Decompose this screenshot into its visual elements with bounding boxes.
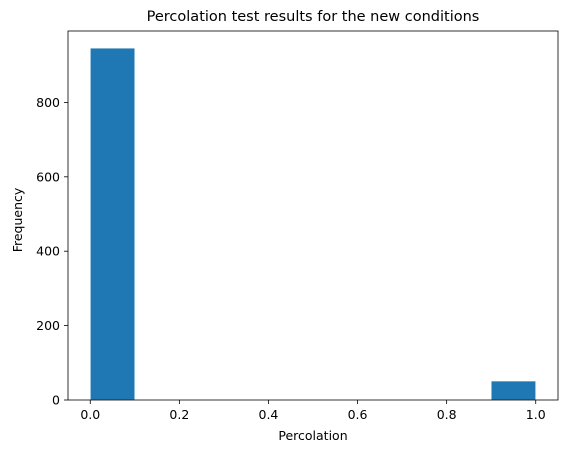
x-tick-label: 0.0 <box>80 407 100 422</box>
axes-frame <box>67 30 559 401</box>
chart-title: Percolation test results for the new con… <box>147 9 480 25</box>
y-axis-label: Frequency <box>10 187 25 252</box>
x-tick-label: 0.2 <box>169 407 189 422</box>
x-axis: 0.0 0.2 0.4 0.6 0.8 1.0 <box>80 400 546 422</box>
x-tick-label: 0.4 <box>259 407 279 422</box>
y-tick-label: 0 <box>52 393 60 408</box>
x-tick-label: 0.8 <box>437 407 457 422</box>
x-tick-label: 1.0 <box>526 407 546 422</box>
y-tick-label: 800 <box>36 95 60 110</box>
histogram-bar-9 <box>490 380 537 401</box>
y-tick-label: 200 <box>36 318 60 333</box>
y-tick-label: 600 <box>36 169 60 184</box>
histogram-bar-0 <box>89 47 136 401</box>
y-tick-label: 400 <box>36 244 60 259</box>
x-tick-label: 0.6 <box>348 407 368 422</box>
y-axis: 0 200 400 600 800 <box>36 95 68 408</box>
x-axis-label: Percolation <box>278 428 347 443</box>
plot-area <box>89 47 537 401</box>
